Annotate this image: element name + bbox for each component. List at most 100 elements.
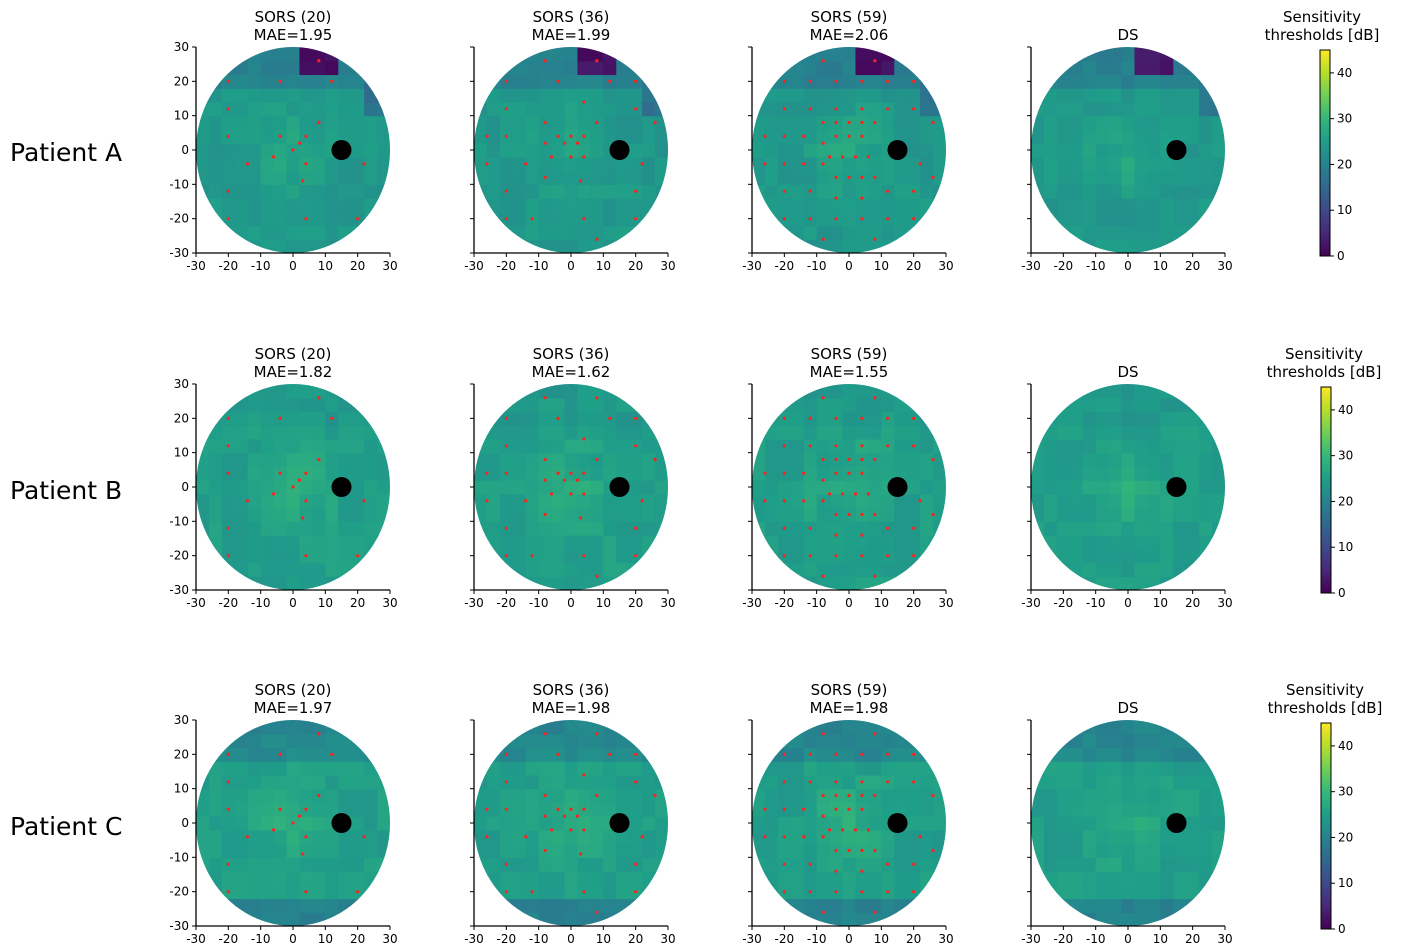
blind-spot-marker [331, 813, 352, 833]
heatmap-cell [764, 898, 779, 913]
heatmap-cell [1212, 871, 1225, 886]
heatmap-cell [351, 507, 365, 522]
sample-point [808, 862, 812, 866]
heatmap-cell [564, 88, 579, 103]
x-tick-label: -30 [1021, 259, 1041, 273]
heatmap-cell [1186, 576, 1200, 590]
heatmap-cell [208, 438, 223, 454]
heatmap-cell [868, 774, 882, 790]
sample-point [543, 814, 547, 818]
heatmap-cell [499, 829, 514, 845]
heatmap-cell [1186, 535, 1200, 550]
heatmap-cell [1069, 156, 1084, 172]
heatmap-cell [590, 74, 604, 89]
heatmap-cell [273, 816, 288, 831]
heatmap-cell [642, 438, 656, 454]
heatmap-cell [551, 761, 566, 776]
heatmap-cell [855, 225, 869, 240]
heatmap-cell [486, 74, 501, 89]
heatmap-cell [377, 843, 390, 858]
heatmap-cell [1082, 425, 1097, 440]
heatmap-cell [933, 898, 946, 913]
heatmap-cell [1199, 788, 1213, 803]
heatmap-cell [525, 397, 540, 413]
heatmap-cell [1043, 438, 1058, 454]
heatmap-cell [260, 198, 275, 213]
heatmap-cell [629, 425, 643, 440]
heatmap-cell [234, 466, 249, 481]
heatmap-cell [299, 843, 313, 858]
heatmap-cell [286, 239, 301, 253]
heatmap-cell [208, 425, 223, 440]
sample-point [834, 217, 838, 221]
heatmap-cell [1108, 74, 1123, 89]
heatmap-cell [790, 747, 805, 762]
heatmap-cell [512, 871, 527, 886]
heatmap-cell [603, 912, 617, 926]
x-tick-label: 30 [382, 932, 397, 946]
heatmap-cell [208, 761, 223, 776]
sample-point [504, 107, 508, 111]
heatmap-cell [1173, 170, 1187, 185]
heatmap-cell [642, 74, 656, 89]
sample-point [808, 444, 812, 448]
heatmap-cell [1069, 466, 1084, 481]
heatmap-cell [829, 239, 844, 253]
heatmap-cell [642, 101, 656, 117]
heatmap-cell [894, 493, 908, 509]
heatmap-cell [1108, 425, 1123, 440]
heatmap-cell [221, 425, 236, 440]
heatmap-cell [933, 101, 946, 117]
heatmap-cell [655, 788, 668, 803]
heatmap-cell [273, 493, 288, 509]
heatmap-cell [1069, 857, 1084, 872]
heatmap-cell [1095, 562, 1110, 577]
heatmap-cell [1173, 747, 1187, 762]
heatmap-cell [777, 507, 792, 522]
heatmap-cell [338, 857, 352, 872]
heatmap-cell [260, 816, 275, 831]
heatmap-cell [299, 143, 313, 158]
heatmap-cell [1147, 184, 1161, 199]
heatmap-cell [486, 884, 501, 900]
heatmap-cell [790, 802, 805, 817]
sample-point [504, 79, 508, 83]
heatmap-cell [1095, 747, 1110, 762]
heatmap-cell [538, 425, 553, 440]
heatmap-cell [377, 384, 390, 399]
heatmap-cell [551, 156, 566, 172]
heatmap-cell [1069, 747, 1084, 762]
heatmap-cell [933, 184, 946, 199]
sample-point [873, 512, 877, 517]
heatmap-cell [616, 843, 630, 858]
heatmap-cell [868, 802, 882, 817]
heatmap-cell [1134, 115, 1148, 130]
heatmap-cell [777, 898, 792, 913]
heatmap-cell [351, 88, 365, 103]
heatmap-cell [499, 425, 514, 440]
heatmap-cell [247, 438, 262, 454]
heatmap-cell [894, 74, 908, 89]
heatmap-cell [247, 576, 262, 590]
heatmap-cell [881, 384, 895, 399]
heatmap-cell [377, 184, 390, 199]
heatmap-cell [338, 115, 352, 130]
heatmap-cell [1121, 88, 1136, 103]
heatmap-cell [1212, 829, 1225, 845]
heatmap-cell [312, 225, 326, 240]
sample-point [802, 807, 806, 811]
heatmap-cell [564, 548, 579, 564]
sample-point [782, 444, 786, 448]
x-tick-label: -10 [529, 932, 549, 946]
heatmap-cell [603, 466, 617, 481]
heatmap-cell [325, 576, 339, 590]
heatmap-cell [1108, 774, 1123, 790]
heatmap-cell [1147, 871, 1161, 886]
heatmap-cell [816, 747, 831, 762]
heatmap-cell [377, 774, 390, 790]
heatmap-cell [299, 912, 313, 926]
heatmap-cell [829, 576, 844, 590]
heatmap-cell [894, 562, 908, 577]
heatmap-cell [538, 397, 553, 413]
heatmap-cell [816, 480, 831, 495]
